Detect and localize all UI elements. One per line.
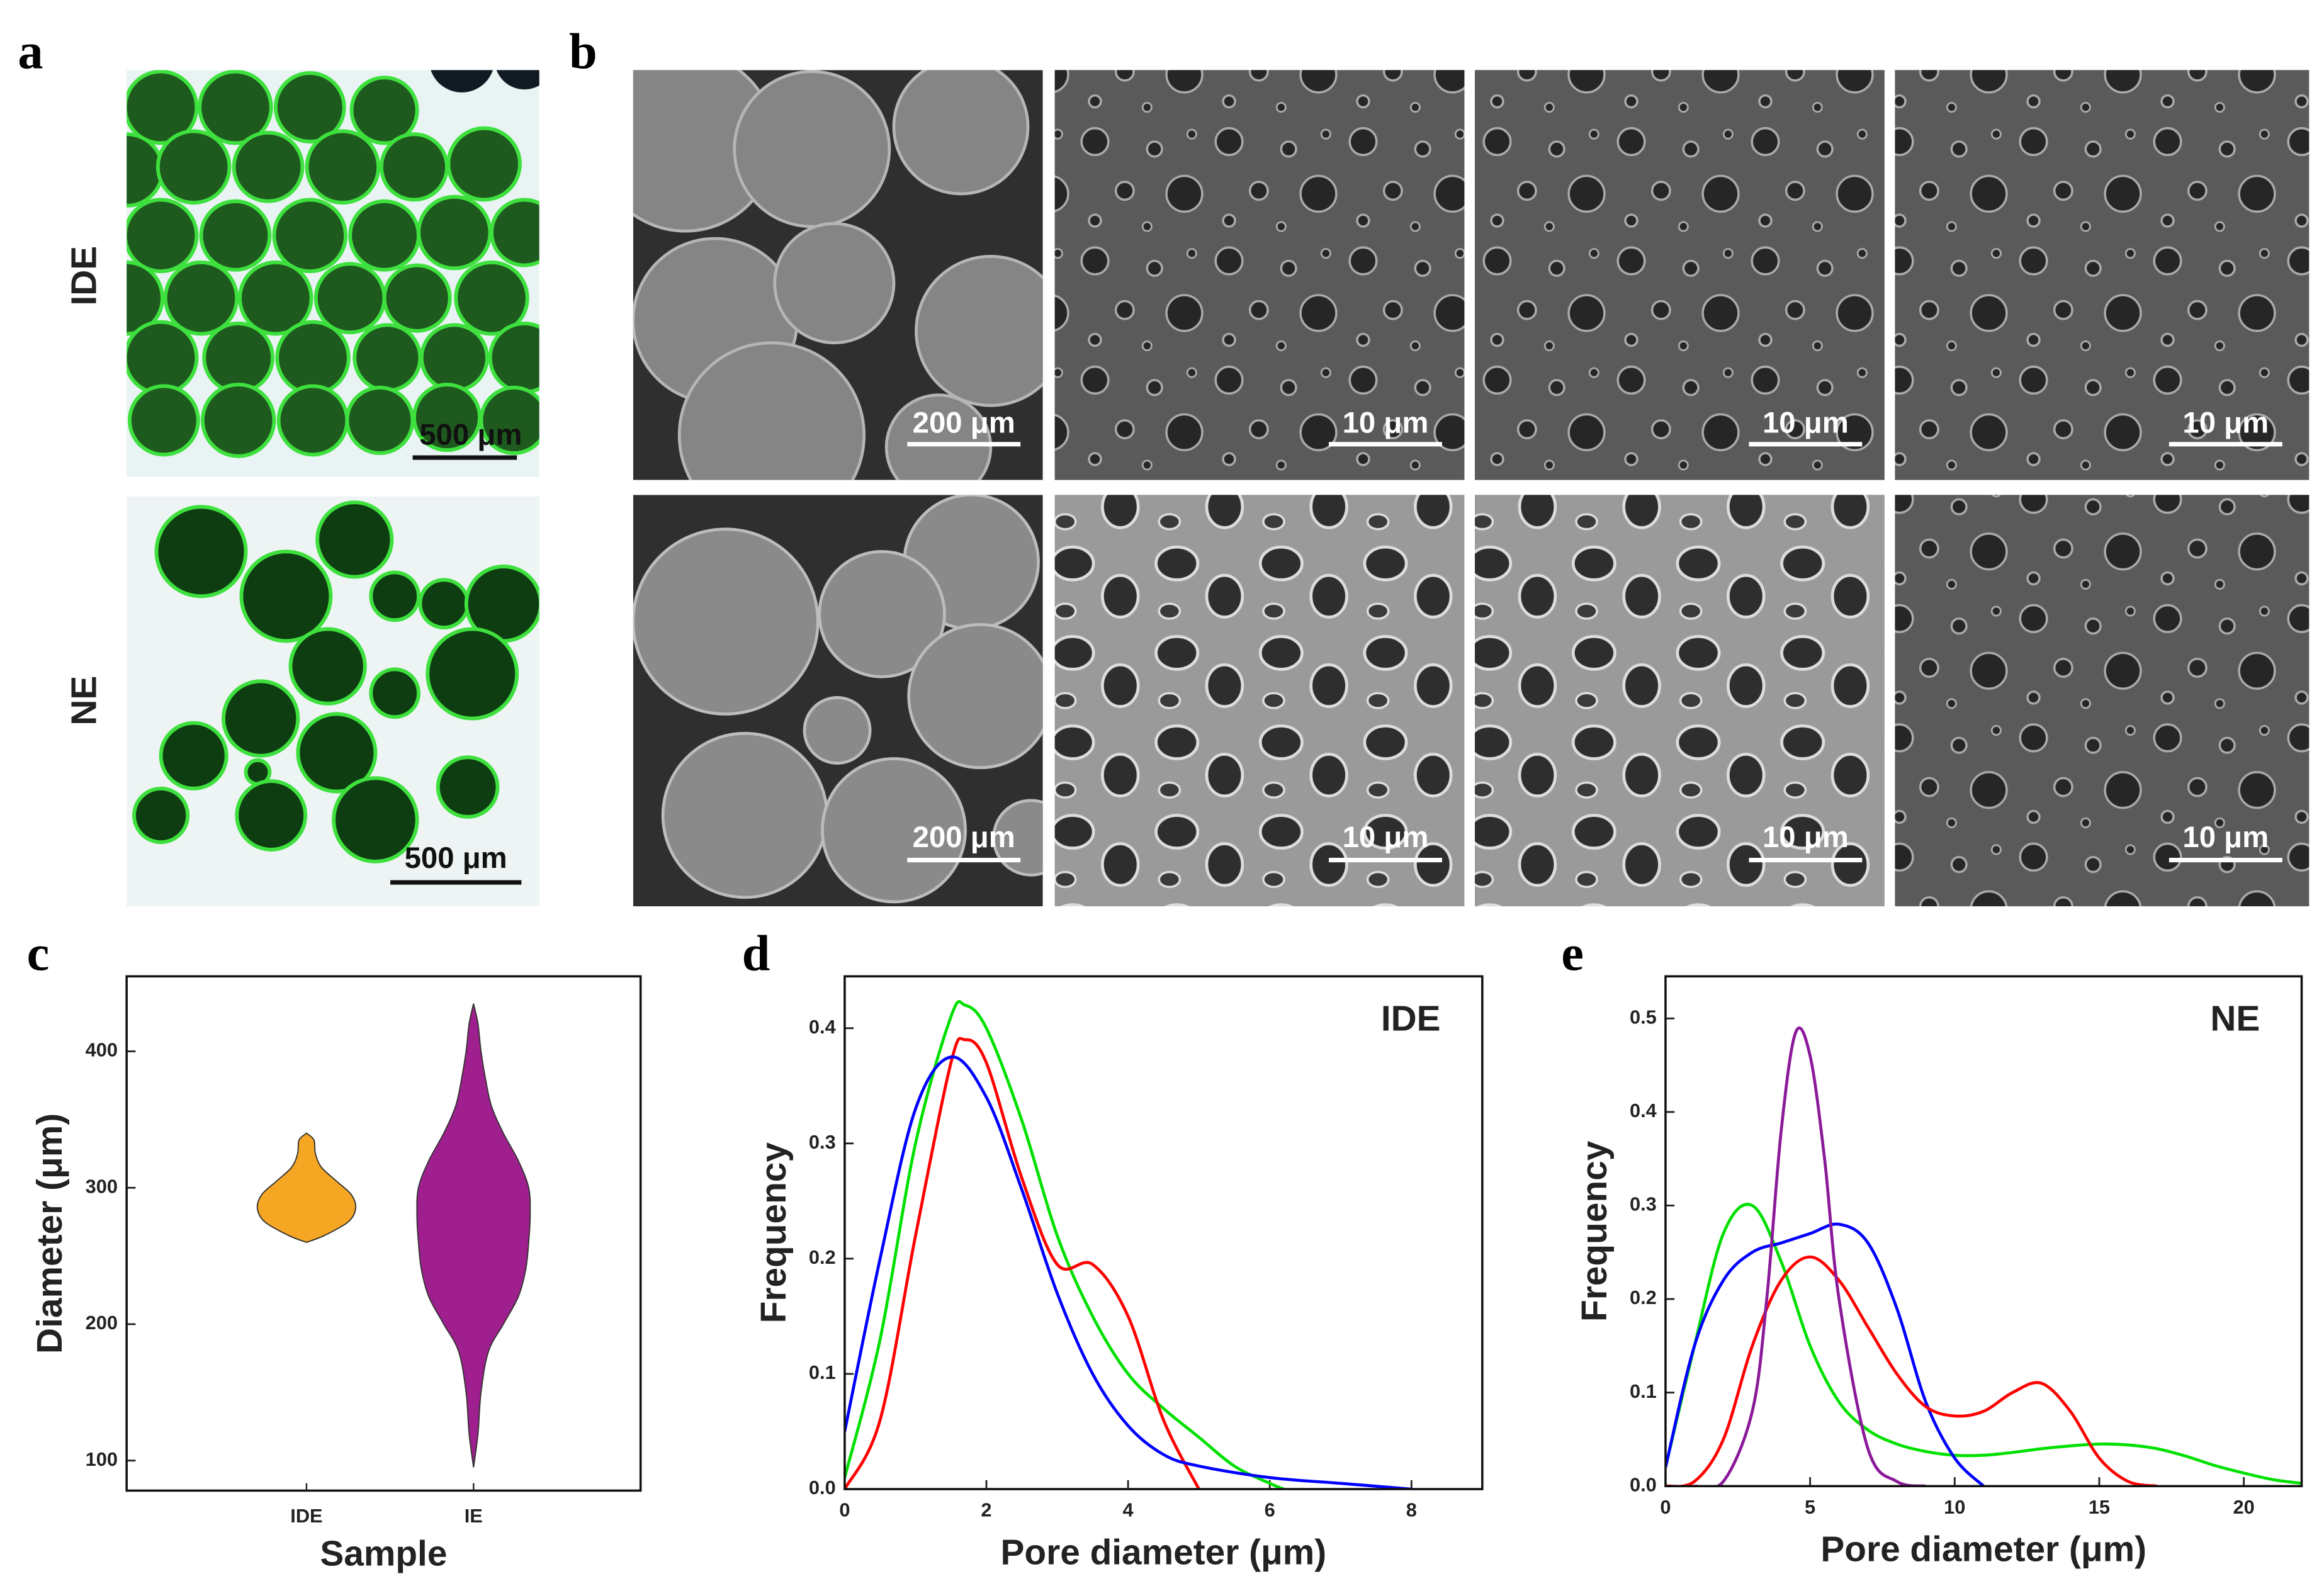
sem-image [1475,70,1885,480]
x-tick-label: 10 [1944,1496,1965,1518]
x-axis-title: Sample [320,1534,447,1574]
row-label: IDE [64,246,104,306]
x-tick-label: 6 [1265,1499,1275,1521]
x-tick-label: 0 [839,1499,850,1521]
violin [256,1132,357,1243]
line-series [1694,1026,1926,1487]
x-axis-title: Pore diameter (μm) [1820,1530,2146,1570]
x-tick-label: IE [465,1505,483,1527]
x-tick-label: 0 [1660,1496,1671,1518]
y-tick-label: 100 [86,1448,118,1470]
y-axis-title: Frequency [1575,1140,1615,1322]
scale-bar-label: 500 μm [419,418,522,451]
y-tick-label: 400 [86,1039,118,1061]
y-tick-label: 0.1 [809,1361,836,1383]
sem-image [633,70,1043,480]
y-tick-label: 0.0 [809,1476,836,1499]
scale-bar-label: 500 μm [405,841,507,875]
scale-bar-label: 10 μm [1763,407,1849,440]
scale-bar-label: 200 μm [913,407,1015,440]
y-tick-label: 300 [86,1175,118,1197]
line-series [844,1037,1200,1490]
scale-bar-label: 10 μm [1343,821,1429,854]
scale-bar-label: 10 μm [2182,821,2269,854]
annotation: IDE [1381,999,1441,1038]
sem-image [1895,495,2310,906]
panel-label: b [569,23,597,79]
scale-bar-label: 10 μm [2182,407,2269,440]
line-series [1665,1255,2158,1487]
violin [416,1003,531,1468]
scale-bar-label: 10 μm [1343,407,1429,440]
x-axis-title: Pore diameter (μm) [1001,1533,1327,1572]
x-tick-label: 5 [1805,1496,1815,1518]
x-tick-label: 15 [2089,1496,2110,1518]
row-label: NE [64,676,104,726]
line-series [1665,1203,2302,1485]
x-tick-label: 2 [981,1499,991,1521]
x-tick-label: 8 [1406,1499,1417,1521]
panel-label: a [18,23,43,79]
y-tick-label: 0.4 [809,1016,836,1038]
panel-label: d [742,925,770,981]
plot-frame [1664,975,2303,1488]
y-tick-label: 0.3 [1630,1193,1657,1215]
y-tick-label: 0.0 [1630,1473,1657,1495]
annotation: NE [2210,999,2260,1038]
line-series [844,1055,1412,1490]
sem-image [1054,495,1465,906]
y-tick-label: 0.2 [809,1246,836,1268]
x-tick-label: 4 [1123,1499,1134,1521]
sem-image [1054,70,1465,480]
micrograph [127,70,539,477]
y-axis-title: Diameter (μm) [30,1113,70,1354]
y-tick-label: 0.5 [1630,1006,1657,1028]
y-tick-label: 0.2 [1630,1286,1657,1308]
y-tick-label: 0.3 [809,1131,836,1153]
micrograph [127,496,539,906]
sem-image [633,495,1043,906]
x-tick-label: 20 [2233,1496,2255,1518]
y-tick-label: 200 [86,1312,118,1334]
x-tick-label: IDE [290,1505,322,1527]
panel-a: a IDE NE 500 μm 500 μm [18,23,539,906]
y-axis-title: Frequency [754,1142,794,1324]
sem-image [1475,495,1885,906]
plot-frame [843,975,1484,1490]
scale-bar-label: 200 μm [913,821,1015,854]
panel-label: c [27,925,50,981]
plot-frame [125,975,642,1492]
panel-label: e [1561,925,1584,981]
line-series [844,1000,1285,1490]
scale-bar-label: 10 μm [1763,821,1849,854]
panel-b: b [569,23,2310,906]
y-tick-label: 0.1 [1630,1380,1657,1402]
sem-image [1895,70,2310,480]
y-tick-label: 0.4 [1630,1100,1657,1122]
